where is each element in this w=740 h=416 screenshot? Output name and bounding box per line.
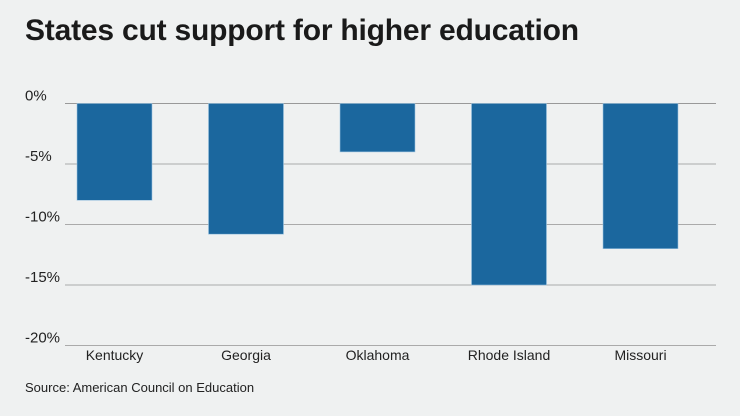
bar-georgia	[208, 103, 284, 235]
source-note: Source: American Council on Education	[25, 380, 255, 395]
bar-oklahoma	[339, 103, 416, 153]
x-tick-label: Georgia	[221, 347, 271, 363]
y-tick-label: -15%	[25, 269, 60, 286]
x-tick-label: Oklahoma	[346, 347, 410, 363]
x-tick-label: Kentucky	[86, 347, 144, 363]
bar-kentucky	[76, 103, 153, 201]
y-tick-label: -10%	[25, 209, 60, 226]
chart-title: States cut support for higher education	[25, 14, 579, 47]
bar-rhode-island	[471, 103, 547, 286]
x-tick-label: Missouri	[614, 347, 666, 363]
x-tick-label: Rhode Island	[468, 347, 551, 363]
y-tick-label: -20%	[25, 330, 60, 347]
y-tick-label: -5%	[25, 148, 52, 165]
bar-missouri	[602, 103, 679, 249]
y-tick-label: 0%	[25, 88, 47, 105]
